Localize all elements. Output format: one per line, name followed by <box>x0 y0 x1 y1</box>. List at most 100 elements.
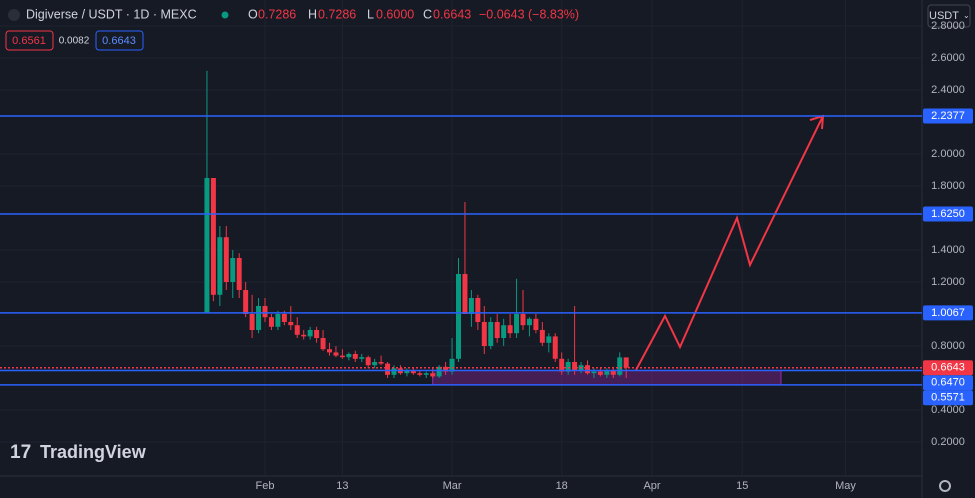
y-tick-label: 2.8000 <box>931 20 965 32</box>
change: −0.0643 (−8.83%) <box>479 7 579 21</box>
candle-body <box>514 314 520 334</box>
candle-body <box>410 370 416 374</box>
x-tick-label: Mar <box>443 480 462 492</box>
price-label-bg <box>923 305 973 321</box>
sell-price[interactable]: 0.6561 <box>12 35 46 47</box>
candle-body <box>327 349 332 353</box>
candle-body <box>249 314 255 330</box>
status-dot <box>221 11 229 19</box>
candle-body <box>256 306 262 330</box>
candle-body <box>488 322 494 346</box>
y-tick-label: 2.4000 <box>931 84 965 96</box>
candle-body <box>262 306 268 318</box>
candle-body <box>378 362 384 364</box>
candle-body <box>507 325 513 334</box>
logo: TradingView <box>40 442 147 462</box>
price-label-bg <box>923 206 973 222</box>
candle-body <box>443 366 449 372</box>
candle-body <box>210 178 216 295</box>
y-tick-label: 2.0000 <box>931 148 965 160</box>
price-label: 1.0067 <box>931 307 965 319</box>
candle-body <box>520 314 526 326</box>
c-value: 0.6643 <box>433 7 471 21</box>
c-label: C <box>423 7 432 21</box>
candle-body <box>585 365 590 374</box>
candle-body <box>539 330 545 343</box>
candle-body <box>456 274 461 359</box>
y-tick-label: 2.6000 <box>931 52 965 64</box>
candle-body <box>275 314 281 327</box>
candle-body <box>597 371 603 375</box>
candle-body <box>359 357 365 359</box>
price-label: 2.2377 <box>931 110 965 122</box>
candle-body <box>352 354 358 359</box>
candle-body <box>307 330 313 337</box>
candle-body <box>430 373 436 377</box>
candle-body <box>243 290 249 314</box>
settings-icon[interactable] <box>939 480 951 492</box>
price-label-bg <box>923 360 973 376</box>
dropdown-caret[interactable]: ⌄ <box>963 11 970 20</box>
candle-body <box>604 370 610 375</box>
buy-price[interactable]: 0.6643 <box>102 35 136 47</box>
y-tick-label: 0.4000 <box>931 404 965 416</box>
candle-body <box>230 258 236 282</box>
buy-button[interactable] <box>95 30 144 51</box>
candle-body <box>404 370 410 374</box>
candle-body <box>559 358 565 372</box>
candle-body <box>268 317 274 327</box>
candle-body <box>372 362 378 366</box>
symbol-title: Digiverse / USDT · 1D · MEXC <box>26 7 197 21</box>
y-tick-label: 1.2000 <box>931 276 965 288</box>
l-value: 0.6000 <box>376 7 414 21</box>
x-tick-label: Feb <box>256 480 275 492</box>
candle-body <box>481 322 487 346</box>
candle-body <box>223 237 229 282</box>
x-tick-label: 15 <box>736 480 748 492</box>
candle-body <box>236 258 242 290</box>
price-label: 0.5571 <box>931 392 965 404</box>
candle-body <box>217 237 223 295</box>
candle-body <box>610 370 616 375</box>
h-value: 0.7286 <box>318 7 356 21</box>
sell-button[interactable] <box>5 30 54 51</box>
candle-body <box>449 358 455 372</box>
x-tick-label: 18 <box>556 480 568 492</box>
price-label: 0.6470 <box>931 377 965 389</box>
x-tick-label: 13 <box>336 480 348 492</box>
candle-body <box>462 274 468 314</box>
candle-body <box>294 325 300 335</box>
candle-body <box>423 373 429 375</box>
x-tick-label: May <box>835 480 856 492</box>
price-label-bg <box>923 390 973 406</box>
candle-body <box>617 357 623 375</box>
currency[interactable]: USDT <box>929 10 959 22</box>
x-tick-label: Apr <box>643 480 660 492</box>
symbol-icon <box>8 9 20 21</box>
candle-body <box>320 338 326 350</box>
o-value: 0.7286 <box>258 7 296 21</box>
candle-body <box>552 336 558 359</box>
candle-body <box>572 362 578 370</box>
y-tick-label: 0.2000 <box>931 436 965 448</box>
candle-body <box>546 336 552 343</box>
price-label: 1.6250 <box>931 208 965 220</box>
l-label: L <box>367 7 374 21</box>
y-tick-label: 1.4000 <box>931 244 965 256</box>
candle-body <box>314 330 320 338</box>
candle-body <box>533 318 539 330</box>
candle-body <box>526 318 532 326</box>
candle-body <box>301 334 307 337</box>
candle-body <box>288 322 294 326</box>
currency-button[interactable] <box>927 4 971 28</box>
candle-body <box>623 357 629 368</box>
price-label: 0.6643 <box>931 362 965 374</box>
candle-body <box>468 298 474 314</box>
candle-body <box>204 178 210 313</box>
y-tick-label: 0.8000 <box>931 340 965 352</box>
candle-body <box>339 355 345 358</box>
y-tick-label: 1.8000 <box>931 180 965 192</box>
candle-body <box>365 357 371 366</box>
candle-body <box>391 368 397 375</box>
